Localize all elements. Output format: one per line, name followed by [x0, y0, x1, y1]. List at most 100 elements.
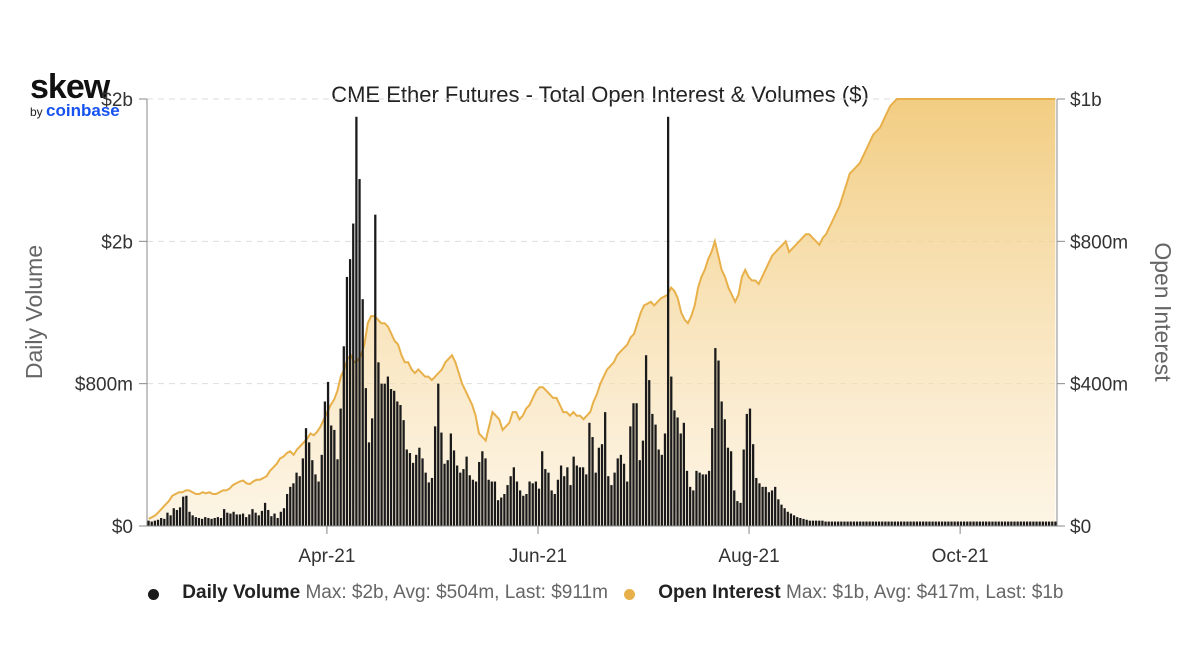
volume-bar: [585, 474, 588, 526]
volume-bar: [591, 437, 594, 526]
volume-bar: [900, 521, 903, 526]
volume-bar: [896, 521, 900, 526]
volume-bar: [251, 509, 254, 526]
volume-bar: [311, 460, 314, 526]
volume-bar: [534, 481, 538, 526]
volume-bar: [604, 412, 607, 526]
volume-bar: [424, 472, 427, 527]
volume-bar: [739, 502, 742, 526]
volume-bar: [197, 517, 201, 526]
volume-bar: [396, 401, 399, 526]
volume-bar: [386, 376, 390, 526]
volume-bar: [682, 422, 685, 526]
volume-bar: [912, 521, 915, 526]
volume-bar: [468, 475, 471, 526]
volume-bar: [966, 521, 969, 526]
volume-bar: [833, 521, 837, 526]
volume-bar: [163, 518, 166, 526]
volume-bar: [336, 459, 339, 526]
legend-item-open-interest[interactable]: Open Interest Max: $1b, Avg: $417m, Last…: [624, 580, 1064, 606]
volume-bar: [660, 454, 663, 526]
volume-bar: [985, 521, 988, 526]
volume-bar: [821, 520, 824, 526]
volume-bar: [204, 517, 207, 526]
volume-bar: [326, 381, 330, 526]
volume-bar: [846, 521, 849, 526]
volume-bar: [219, 517, 223, 526]
volume-bar: [849, 521, 852, 526]
volume-bar: [515, 481, 519, 526]
volume-bar: [997, 521, 1000, 526]
volume-bar: [383, 383, 386, 526]
volume-bar: [931, 521, 934, 526]
volume-bar: [673, 410, 676, 526]
volume-bar: [478, 461, 481, 526]
volume-bar: [308, 442, 311, 526]
volume-bar: [408, 453, 412, 526]
volume-bar: [928, 521, 931, 526]
legend-label-open-interest: Open Interest: [658, 582, 781, 603]
volume-bar: [254, 512, 257, 526]
x-tick-label: Oct-21: [932, 546, 989, 567]
volume-bar: [736, 501, 739, 526]
volume-bar: [317, 481, 320, 526]
volume-bar: [330, 425, 333, 526]
volume-bar: [644, 355, 648, 526]
volume-bar: [726, 447, 730, 526]
y-right-tick-label: $800m: [1070, 232, 1128, 253]
y-left-tick-label: $0: [112, 517, 133, 538]
volume-bar: [333, 429, 336, 526]
volume-bar: [433, 426, 437, 526]
volume-bar: [887, 521, 890, 526]
volume-bar: [840, 521, 843, 526]
volume-bar: [805, 519, 808, 526]
volume-bar: [153, 520, 157, 526]
volume-bar: [525, 493, 528, 526]
volume-bar: [270, 516, 273, 526]
volume-bar: [512, 467, 515, 526]
volume-bar: [238, 514, 242, 526]
volume-bar: [1032, 521, 1035, 526]
volume-bar: [962, 521, 966, 526]
volume-bar: [1000, 521, 1004, 526]
volume-bar: [774, 486, 777, 526]
volume-bar: [780, 504, 783, 526]
volume-bar: [443, 463, 446, 526]
volume-bar: [339, 408, 342, 526]
volume-bar: [285, 493, 289, 526]
volume-bar: [799, 517, 802, 526]
volume-bar: [185, 495, 188, 526]
volume-bar: [972, 521, 975, 526]
volume-bar: [245, 517, 248, 526]
volume-bar: [632, 403, 635, 526]
volume-bar: [824, 521, 827, 526]
volume-bar: [380, 383, 383, 526]
x-tick-label: Apr-21: [298, 546, 355, 567]
volume-bar: [956, 521, 959, 526]
volume-bar: [975, 521, 978, 526]
volume-bar: [578, 467, 582, 526]
volume-bar: [273, 513, 276, 526]
volume-bar: [213, 517, 216, 526]
volume-bar: [506, 485, 509, 526]
legend-dot-daily-volume: [148, 589, 159, 601]
volume-bar: [207, 517, 210, 526]
volume-bar: [594, 472, 597, 527]
volume-bar: [402, 420, 405, 526]
volume-bar: [166, 512, 169, 526]
volume-bar: [657, 449, 660, 526]
volume-bar: [456, 465, 459, 526]
volume-bar: [178, 507, 182, 526]
volume-bar: [648, 380, 651, 526]
x-tick-label: Jun-21: [509, 546, 567, 567]
legend-item-daily-volume[interactable]: Daily Volume Max: $2b, Avg: $504m, Last:…: [148, 580, 608, 606]
volume-bar: [279, 511, 282, 526]
volume-bar: [210, 518, 213, 526]
volume-bar: [147, 520, 150, 526]
volume-bar: [1054, 521, 1057, 526]
volume-bar: [1029, 521, 1032, 526]
volume-bar: [723, 419, 726, 526]
volume-bar: [216, 517, 219, 526]
volume-bar: [969, 521, 972, 526]
volume-bar: [358, 179, 361, 526]
